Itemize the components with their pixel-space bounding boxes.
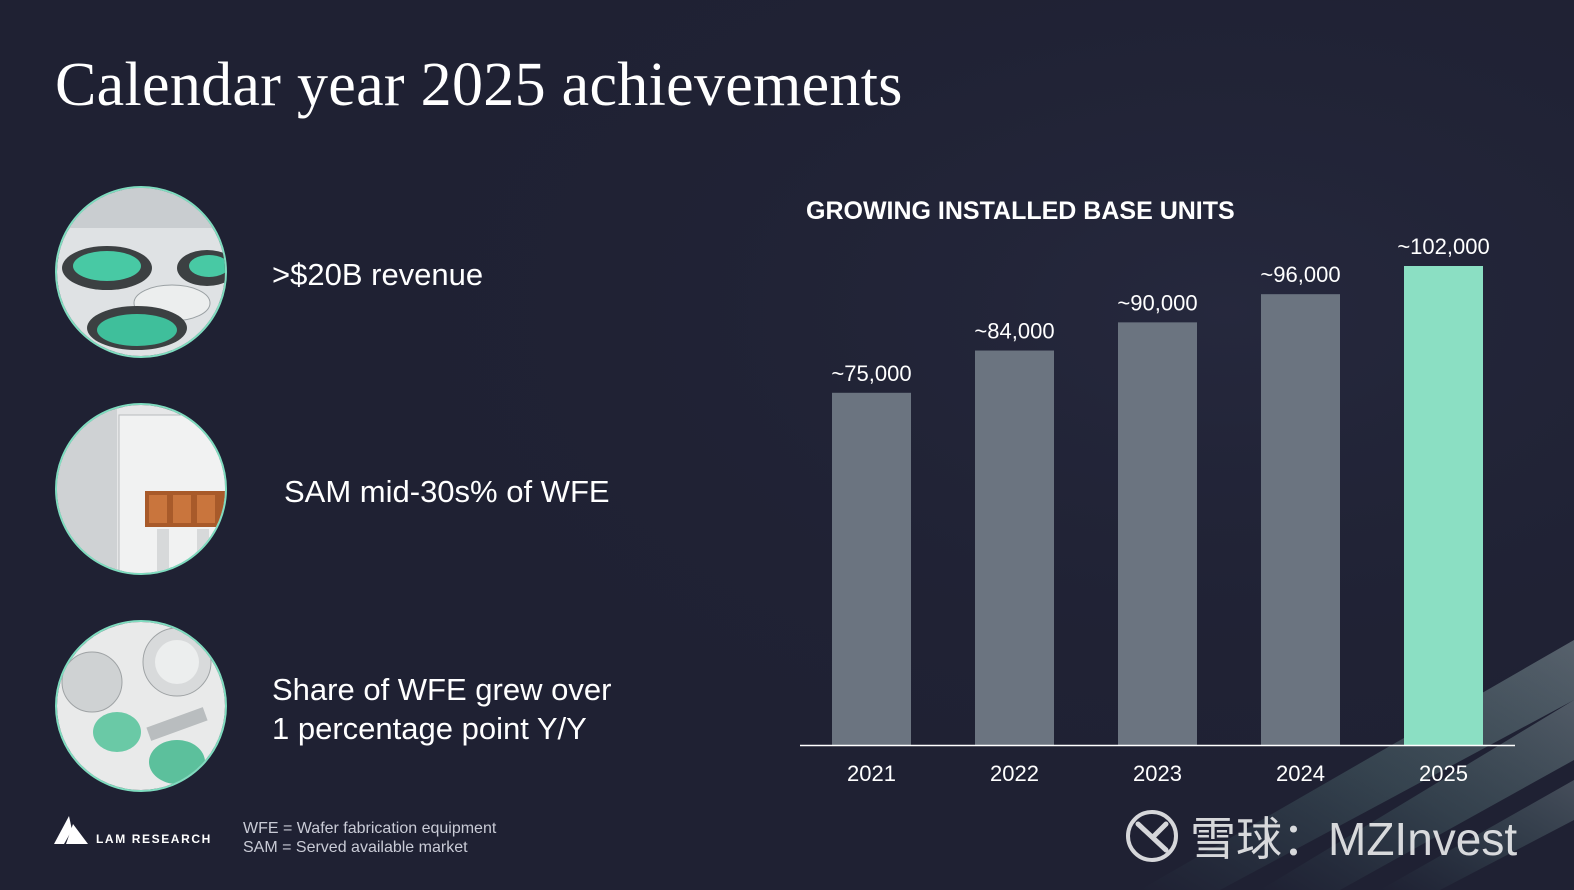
page-title: Calendar year 2025 achievements — [55, 51, 903, 119]
tool-cabinet-photo — [55, 403, 227, 575]
achievement-sam: SAM mid-30s% of WFE — [284, 474, 610, 509]
watermark: 雪球：MZInvest — [1124, 806, 1517, 866]
bar-2021 — [832, 392, 911, 745]
x-tick-label-2023: 2023 — [1133, 761, 1182, 786]
bar-2025 — [1404, 266, 1483, 745]
bar-2024 — [1261, 294, 1340, 745]
x-tick-label-2024: 2024 — [1276, 761, 1325, 786]
lam-logo-icon — [54, 816, 88, 844]
footnote-sam: SAM = Served available market — [243, 839, 468, 856]
data-label-2023: ~90,000 — [1117, 290, 1197, 315]
achievement-share-line1: Share of WFE grew over — [272, 672, 612, 707]
x-tick-label-2022: 2022 — [990, 761, 1039, 786]
watermark-text: 雪球：MZInvest — [1190, 813, 1518, 865]
wafer-chambers-photo — [55, 186, 227, 358]
data-label-2021: ~75,000 — [831, 361, 911, 386]
achievement-revenue: >$20B revenue — [272, 257, 484, 292]
x-tick-label-2025: 2025 — [1419, 761, 1468, 786]
chart-title: GROWING INSTALLED BASE UNITS — [806, 197, 1235, 225]
watermark-logo-icon — [1126, 810, 1178, 862]
wafer-handling-photo — [55, 620, 227, 792]
data-label-2025: ~102,000 — [1397, 234, 1489, 259]
x-tick-label-2021: 2021 — [847, 761, 896, 786]
footnote-wfe: WFE = Wafer fabrication equipment — [243, 820, 497, 837]
installed-base-bar-chart: ~75,000 2021 ~84,000 2022 ~90,000 2023 ~96,000… — [800, 234, 1515, 786]
bar-2023 — [1118, 322, 1197, 745]
brand-name: LAM RESEARCH — [96, 832, 212, 846]
data-label-2024: ~96,000 — [1260, 262, 1340, 287]
data-label-2022: ~84,000 — [974, 319, 1054, 344]
achievement-share: Share of WFE grew over 1 percentage poin… — [272, 670, 611, 748]
bar-2022 — [975, 350, 1054, 745]
achievement-share-line2: 1 percentage point Y/Y — [272, 711, 587, 746]
